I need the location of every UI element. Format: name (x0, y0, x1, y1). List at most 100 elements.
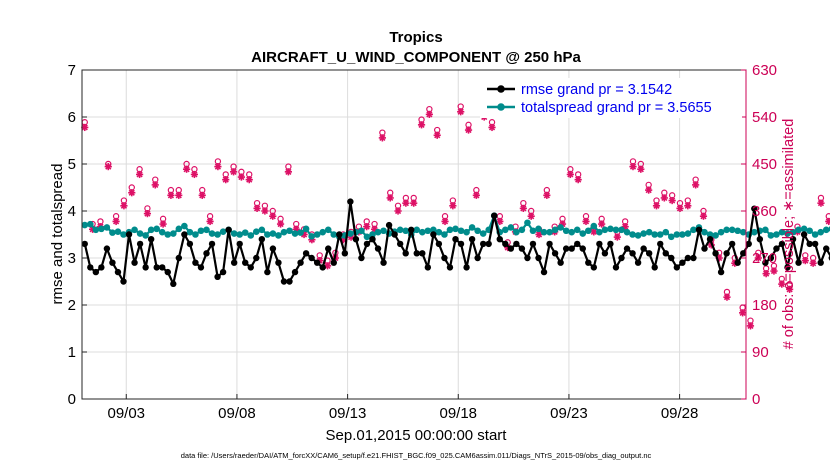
obs-assimilated-stroke (629, 163, 637, 170)
obs-assimilated-stroke (144, 210, 151, 217)
y-tick-right-label: 540 (752, 109, 777, 126)
rmse-point (751, 205, 758, 212)
totalspread-point (684, 230, 692, 237)
obs-assimilated-marker (598, 220, 606, 228)
totalspread-point (535, 225, 542, 233)
totalspread-point (507, 224, 515, 231)
rmse-point (524, 254, 531, 262)
rmse-point (92, 268, 100, 276)
y-axis-label-right: # of obs: o=possible; ∗=assimilated (781, 119, 797, 350)
obs-assimilated-marker (488, 123, 496, 132)
obs-assimilated-marker (692, 181, 700, 189)
totalspread-series (81, 212, 830, 241)
rmse-point (679, 259, 686, 266)
rmse-point (147, 236, 155, 243)
rmse-point (87, 264, 94, 271)
obs-assimilated-marker (457, 108, 465, 116)
rmse-point (181, 231, 188, 238)
rmse-point (302, 250, 310, 257)
totalspread-point (330, 231, 338, 238)
totalspread-point (446, 226, 454, 234)
rmse-point (596, 240, 603, 248)
rmse-point (136, 240, 144, 248)
rmse-point (358, 254, 365, 262)
rmse-point (706, 236, 714, 243)
rmse-point (579, 245, 586, 252)
obs-assimilated-stroke (183, 166, 190, 173)
totalspread-point (241, 229, 249, 236)
obs-assimilated-stroke (755, 254, 762, 262)
obs-assimilated-stroke (191, 171, 198, 178)
totalspread-point (540, 228, 548, 236)
obs-assimilated-stroke (269, 213, 276, 220)
totalspread-point (502, 226, 509, 234)
obs-assimilated-stroke (567, 171, 574, 178)
rmse-point (762, 259, 769, 266)
y-tick-left-label: 7 (68, 62, 76, 79)
obs-assimilated-marker (269, 212, 277, 220)
totalspread-point (324, 226, 332, 234)
rmse-point (684, 254, 692, 262)
rmse-point (800, 231, 808, 238)
totalspread-point (186, 228, 194, 236)
totalspread-point (645, 228, 653, 236)
rmse-point (413, 250, 420, 257)
totalspread-point (347, 230, 354, 237)
totalspread-point (308, 233, 315, 240)
totalspread-point (81, 221, 89, 229)
totalspread-point (413, 226, 421, 234)
obs-assimilated-marker (801, 257, 809, 265)
rmse-point (264, 268, 271, 276)
obs-assimilated-stroke (747, 322, 754, 330)
y-tick-left-label: 5 (68, 156, 76, 173)
rmse-point (242, 259, 249, 266)
totalspread-point (98, 225, 105, 233)
rmse-point (103, 245, 111, 252)
rmse-point (352, 236, 360, 243)
obs-assimilated-stroke (700, 213, 707, 220)
totalspread-point (629, 231, 636, 238)
totalspread-point (441, 231, 448, 238)
totalspread-point (291, 230, 299, 237)
obs-assimilated-marker (81, 123, 89, 132)
obs-assimilated-stroke (810, 260, 817, 267)
obs-assimilated-stroke (457, 108, 464, 115)
obs-assimilated-stroke (473, 192, 480, 199)
totalspread-point (147, 226, 155, 234)
totalspread-point (109, 229, 116, 236)
y-axis-label-left: rmse and totalspread (49, 164, 66, 305)
rmse-point (823, 245, 830, 252)
obs-assimilated-stroke (817, 200, 825, 207)
totalspread-point (607, 225, 614, 233)
totalspread-point (524, 219, 531, 227)
rmse-point (319, 264, 326, 271)
y-tick-left-label: 1 (68, 344, 76, 361)
obs-assimilated-stroke (253, 205, 261, 212)
obs-assimilated-stroke (159, 220, 167, 228)
obs-assimilated-stroke (582, 218, 590, 225)
rmse-point (601, 250, 609, 257)
totalspread-point (208, 230, 216, 237)
rmse-point (612, 264, 620, 271)
rmse-point (474, 254, 481, 262)
obs-assimilated-stroke (379, 134, 386, 142)
rmse-point (203, 250, 210, 257)
obs-assimilated-stroke (285, 168, 292, 175)
x-tick-label: 09/13 (329, 405, 367, 422)
obs-assimilated-marker (762, 270, 770, 278)
obs-assimilated-marker (363, 223, 371, 231)
rmse-point (446, 264, 454, 271)
rmse-point (607, 240, 614, 248)
totalspread-point (103, 224, 111, 231)
obs-assimilated-stroke (543, 192, 550, 199)
rmse-point (640, 245, 647, 252)
rmse-point (479, 240, 487, 248)
totalspread-point (662, 228, 670, 236)
y-tick-right-label: 360 (752, 203, 777, 220)
totalspread-point (573, 226, 581, 234)
obs-assimilated-marker (472, 191, 480, 199)
rmse-point (662, 250, 669, 257)
rmse-series (81, 198, 830, 288)
rmse-point (668, 254, 675, 262)
rmse-point (408, 226, 415, 233)
